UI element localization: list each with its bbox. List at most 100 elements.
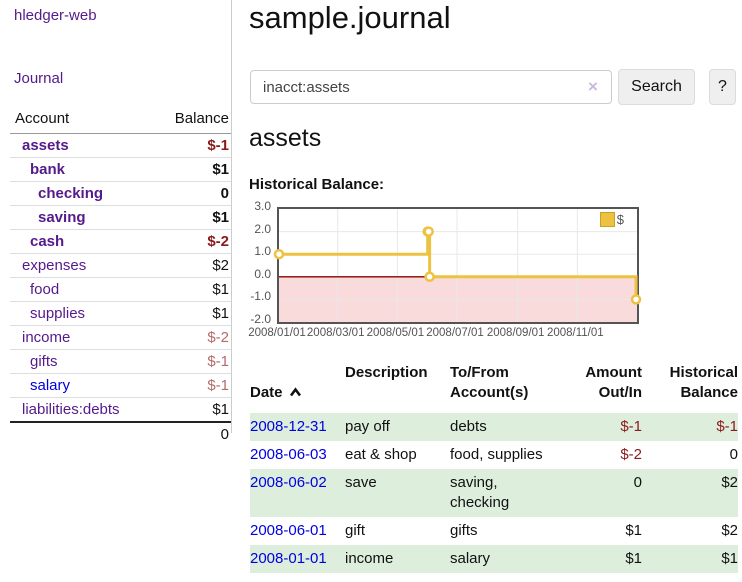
x-axis-tick: 2008/01/01 — [248, 327, 306, 339]
brand-link[interactable]: hledger-web — [14, 7, 97, 24]
account-balance: $1 — [120, 157, 231, 182]
account-row: bank $1 — [10, 157, 231, 182]
page-title: sample.journal — [249, 0, 451, 35]
account-link[interactable]: salary — [30, 377, 71, 394]
account-row: cash $-2 — [10, 229, 231, 254]
sidebar-divider — [231, 0, 232, 433]
transaction-row: 2008-06-03 eat & shop food, supplies $-2… — [250, 441, 738, 469]
y-axis-tick: 2.0 — [254, 221, 271, 236]
date-link[interactable]: 2008-12-31 — [250, 418, 327, 435]
account-heading: assets — [249, 124, 322, 152]
balance-cell: $1 — [642, 545, 738, 573]
description-cell: pay off — [345, 413, 450, 441]
account-link[interactable]: saving — [38, 209, 86, 226]
date-link[interactable]: 2008-06-01 — [250, 522, 327, 539]
chart-canvas — [273, 209, 642, 322]
accounts-cell: gifts — [450, 522, 478, 539]
account-link[interactable]: expenses — [22, 257, 87, 274]
account-link[interactable]: income — [22, 329, 71, 346]
y-axis-tick: 0.0 — [254, 266, 271, 281]
account-row: checking 0 — [10, 181, 231, 206]
balance-cell: $2 — [721, 522, 738, 539]
account-balance: $2 — [120, 253, 231, 278]
transaction-row: 2008-12-31 pay off debts $-1 $-1 — [250, 413, 738, 441]
x-axis-tick: 2008/09/01 — [486, 327, 545, 339]
accounts-header-row: Account Balance — [10, 106, 231, 134]
nav-journal-link[interactable]: Journal — [14, 70, 64, 87]
account-row: supplies $1 — [10, 301, 231, 326]
accounts-table: Account Balance assets $-1 bank $1 check… — [10, 106, 231, 446]
account-balance: $1 — [120, 397, 231, 423]
account-balance: $1 — [120, 301, 231, 326]
balance-cell: 0 — [729, 446, 738, 463]
account-link[interactable]: food — [30, 281, 60, 298]
description-column-header: Description — [345, 364, 428, 381]
sort-asc-icon — [289, 383, 302, 403]
account-balance: 0 — [120, 181, 231, 206]
description-cell: save — [345, 469, 450, 517]
balance-cell: $-1 — [642, 413, 738, 441]
account-balance: $1 — [120, 277, 231, 302]
description-cell: eat & shop — [345, 446, 417, 463]
accounts-cell: saving, checking — [450, 469, 580, 517]
accounts-cell: salary — [450, 545, 580, 573]
amount-cell: $-1 — [580, 413, 642, 441]
account-row: salary $-1 — [10, 373, 231, 398]
date-link[interactable]: 2008-06-02 — [250, 474, 327, 491]
account-row: assets $-1 — [10, 133, 231, 158]
amount-cell: 0 — [580, 469, 642, 517]
accounts-total-row: 0 — [10, 421, 231, 446]
amount-cell: $1 — [580, 545, 642, 573]
search-button[interactable]: Search — [618, 69, 695, 105]
account-link[interactable]: liabilities:debts — [22, 401, 120, 418]
date-link[interactable]: 2008-06-03 — [250, 446, 327, 463]
account-balance: $-2 — [120, 229, 231, 254]
account-balance: $-2 — [120, 325, 231, 350]
date-column-header[interactable]: Date — [250, 363, 345, 413]
balance-column-header: Balance — [120, 106, 231, 134]
account-link[interactable]: assets — [22, 137, 69, 154]
y-axis-tick: -1.0 — [250, 289, 271, 304]
transaction-row: 2008-06-02 save saving, checking 0 $2 — [250, 469, 738, 517]
description-cell: gift — [345, 522, 366, 539]
account-balance: $-1 — [120, 349, 231, 374]
transactions-table: Date Description To/From Account(s) Amou… — [250, 363, 738, 573]
account-link[interactable]: supplies — [30, 305, 86, 322]
x-axis-tick: 2008/03/01 — [306, 327, 365, 339]
chart-legend: $ — [599, 212, 624, 227]
transactions-header-row: Date Description To/From Account(s) Amou… — [250, 363, 738, 413]
account-link[interactable]: checking — [38, 185, 104, 202]
account-row: gifts $-1 — [10, 349, 231, 374]
chart-plot: $ — [273, 207, 642, 324]
amount-cell: $1 — [625, 522, 642, 539]
transaction-row: 2008-06-01 gift gifts $1 $2 — [250, 517, 738, 545]
accounts-column-header: To/From Account(s) — [450, 364, 529, 401]
account-row: expenses $2 — [10, 253, 231, 278]
account-row: saving $1 — [10, 205, 231, 230]
balance-cell: $2 — [642, 469, 738, 517]
clear-search-icon[interactable]: × — [588, 77, 598, 96]
x-axis-tick: 2008/07/01 — [426, 327, 484, 339]
search-input[interactable] — [250, 70, 612, 104]
amount-column-header: Amount Out/In — [585, 364, 642, 401]
x-axis-tick: 2008/05/01 — [366, 327, 425, 339]
y-axis-tick: 3.0 — [254, 199, 271, 213]
help-button[interactable]: ? — [709, 69, 736, 105]
amount-cell: $-2 — [620, 446, 642, 463]
account-link[interactable]: gifts — [30, 353, 58, 370]
account-row: income $-2 — [10, 325, 231, 350]
account-link[interactable]: cash — [30, 233, 65, 250]
x-axis-tick: 2008/11/01 — [546, 327, 604, 339]
account-balance: $-1 — [120, 133, 231, 158]
transaction-row: 2008-01-01 income salary $1 $1 — [250, 545, 738, 573]
accounts-cell: food, supplies — [450, 446, 543, 463]
accounts-cell: debts — [450, 413, 580, 441]
legend-label: $ — [616, 212, 624, 227]
account-link[interactable]: bank — [30, 161, 66, 178]
date-link[interactable]: 2008-01-01 — [250, 550, 327, 567]
balance-chart: 3.0 2.0 1.0 0.0 -1.0 -2.0 $ 2008/01/01 2… — [241, 199, 661, 347]
accounts-total: 0 — [120, 421, 231, 446]
description-cell: income — [345, 545, 450, 573]
chart-title-label: Historical Balance: — [249, 176, 385, 193]
balance-column-header: Historical Balance — [669, 364, 738, 401]
